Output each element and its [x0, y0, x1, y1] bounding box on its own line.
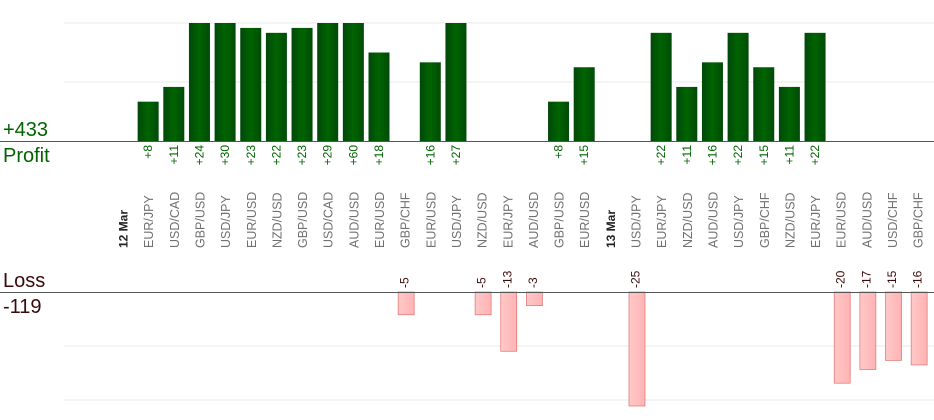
- profit-data-label: +23: [295, 145, 309, 166]
- profit-bar: [188, 23, 210, 141]
- profit-data-label: +29: [321, 145, 335, 166]
- profit-data-label: +11: [167, 145, 181, 165]
- profit-data-label: +22: [654, 145, 668, 166]
- loss-data-label: -3: [526, 277, 540, 288]
- loss-bar: [859, 291, 877, 370]
- loss-data-label: -13: [500, 270, 514, 288]
- profit-bar: [573, 67, 595, 141]
- profit-bar: [368, 52, 390, 141]
- category-label: AUD/USD: [860, 192, 874, 248]
- loss-bar: [474, 291, 492, 316]
- loss-total: -119: [3, 296, 42, 318]
- category-label: USD/JPY: [630, 195, 644, 248]
- profit-bar: [804, 32, 826, 142]
- category-label: EUR/JPY: [142, 195, 156, 248]
- category-label: USD/JPY: [219, 195, 233, 248]
- category-label: USD/JPY: [450, 195, 464, 248]
- profit-bar: [163, 86, 185, 141]
- date-label: 12 Mar: [117, 210, 131, 248]
- loss-bar: [885, 291, 902, 361]
- category-label: EUR/USD: [373, 192, 387, 248]
- category-label: EUR/JPY: [501, 195, 515, 248]
- profit-bar: [753, 67, 775, 141]
- loss-data-label: -5: [475, 277, 489, 288]
- profit-data-label: +22: [269, 145, 283, 166]
- loss-bar: [833, 291, 851, 384]
- profit-data-label: +22: [731, 145, 745, 166]
- profit-data-label: +30: [218, 145, 232, 166]
- category-label: NZD/USD: [681, 192, 695, 248]
- loss-data-label: -20: [834, 270, 848, 288]
- profit-bar: [676, 86, 698, 141]
- category-label: GBP/CHF: [912, 192, 926, 248]
- loss-data-label: -25: [629, 270, 643, 288]
- profit-bar: [214, 23, 236, 141]
- category-label: GBP/CHF: [399, 192, 413, 248]
- profit-bar: [265, 32, 287, 142]
- profit-data-label: +8: [552, 145, 566, 159]
- category-label: EUR/JPY: [809, 195, 823, 248]
- loss-bar: [500, 291, 518, 352]
- profit-bar: [727, 32, 749, 142]
- loss-bar: [628, 291, 646, 407]
- profit-bar: [137, 101, 159, 141]
- profit-bar: [548, 101, 570, 141]
- category-label: USD/CHF: [886, 192, 900, 248]
- loss-bar: [526, 291, 543, 307]
- profit-data-label: +18: [372, 145, 386, 166]
- profit-bar: [291, 27, 313, 142]
- date-label: 13 Mar: [604, 210, 618, 248]
- loss-data-label: -15: [885, 270, 899, 288]
- category-label: GBP/CHF: [758, 192, 772, 248]
- profit-bar: [419, 62, 441, 142]
- profit-data-label: +24: [192, 145, 206, 166]
- profit-data-label: +27: [449, 145, 463, 166]
- profit-bar: [240, 27, 262, 142]
- category-label: AUD/USD: [527, 192, 541, 248]
- category-label: EUR/USD: [835, 192, 849, 248]
- profit-bar: [317, 23, 339, 141]
- profit-data-label: +16: [423, 145, 437, 166]
- profit-bar: [650, 32, 672, 142]
- category-label: GBP/USD: [553, 192, 567, 248]
- category-label: USD/CAD: [322, 192, 336, 248]
- category-label: NZD/USD: [783, 192, 797, 248]
- category-label: AUD/USD: [347, 192, 361, 248]
- category-label: GBP/USD: [296, 192, 310, 248]
- profit-total: +433: [3, 119, 49, 141]
- category-label: EUR/JPY: [655, 195, 669, 248]
- profit-data-label: +15: [757, 145, 771, 166]
- profit-bar: [445, 23, 467, 141]
- category-label: EUR/USD: [578, 192, 592, 248]
- profit-bar: [701, 62, 723, 142]
- category-label: NZD/USD: [476, 192, 490, 248]
- category-label: EUR/USD: [245, 192, 259, 248]
- profit-bar: [342, 23, 364, 141]
- profit-data-label: +8: [141, 145, 155, 159]
- category-label: USD/CAD: [168, 192, 182, 248]
- category-label: NZD/USD: [270, 192, 284, 248]
- profit-data-label: +15: [577, 145, 591, 166]
- profit-label: Profit: [3, 145, 50, 167]
- category-label: GBP/USD: [193, 192, 207, 248]
- loss-data-label: -5: [398, 277, 412, 288]
- loss-data-label: -17: [859, 270, 873, 288]
- category-label: AUD/USD: [706, 192, 720, 248]
- category-label: USD/JPY: [732, 195, 746, 248]
- profit-data-label: +22: [808, 145, 822, 166]
- profit-bar: [778, 86, 800, 141]
- loss-bar: [910, 291, 928, 366]
- loss-bar: [397, 291, 415, 316]
- profit-data-label: +11: [782, 145, 796, 165]
- profit-data-label: +11: [680, 145, 694, 165]
- profit-data-label: +60: [346, 145, 360, 166]
- loss-label: Loss: [3, 270, 46, 292]
- profit-data-label: +23: [244, 145, 258, 166]
- loss-data-label: -16: [911, 270, 925, 288]
- category-label: EUR/USD: [424, 192, 438, 248]
- profit-data-label: +16: [705, 145, 719, 166]
